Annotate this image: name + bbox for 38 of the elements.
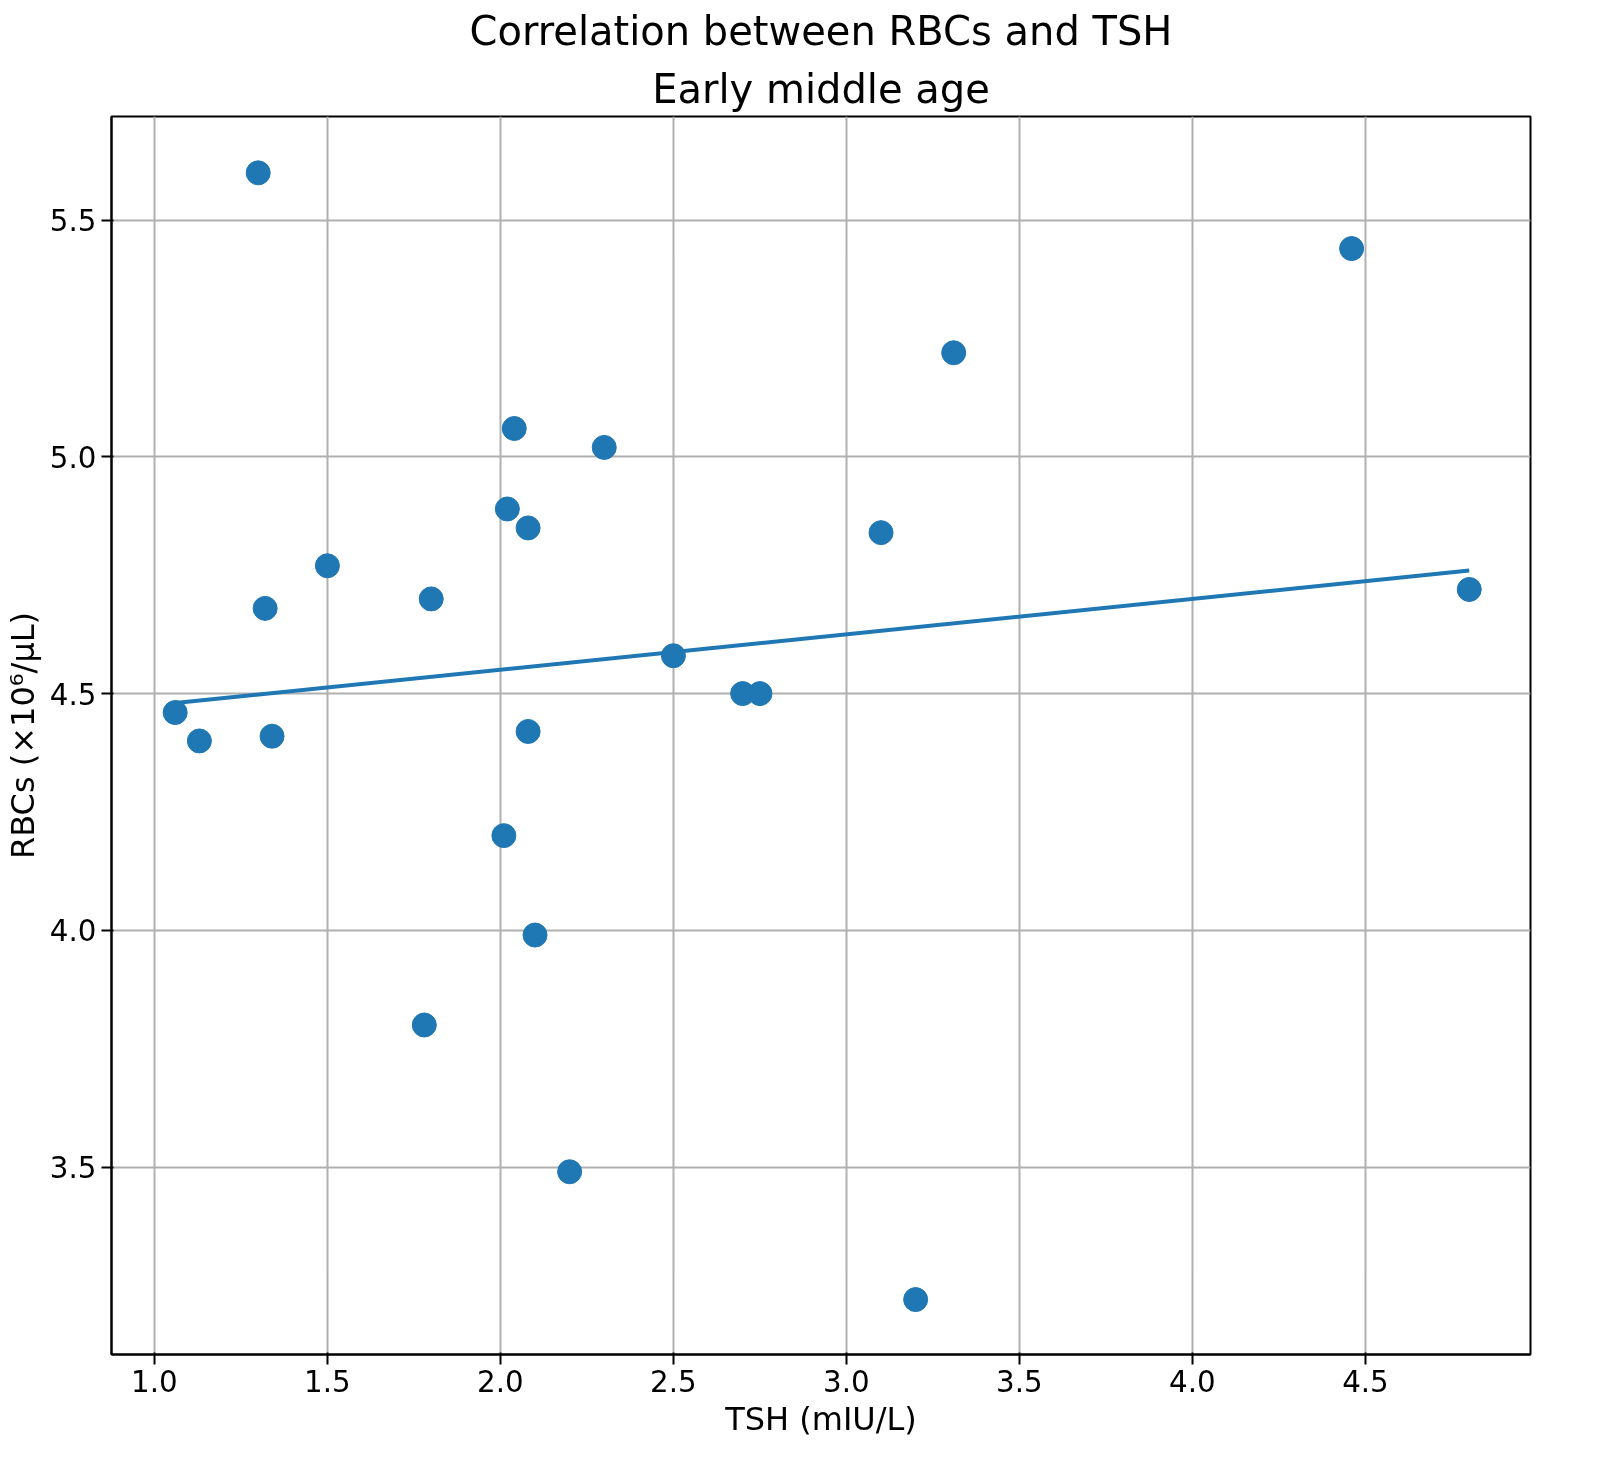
point <box>941 340 967 366</box>
x-tick-label: 3.5 <box>996 1364 1043 1399</box>
point <box>411 1012 437 1038</box>
y-tick-label: 5.0 <box>49 440 97 475</box>
x-tick-label: 2.5 <box>650 1364 697 1399</box>
point <box>252 595 278 621</box>
point <box>259 723 285 749</box>
y-axis-title: RBCs (×10⁶/µL) <box>3 611 42 860</box>
point <box>162 700 188 726</box>
point <box>245 160 271 186</box>
x-tick-label: 2.0 <box>477 1364 524 1399</box>
y-tick-label: 4.5 <box>49 677 97 712</box>
chart-subtitle: Early middle age <box>652 65 990 112</box>
x-tick-label: 4.5 <box>1342 1364 1389 1399</box>
x-tick-label: 1.5 <box>304 1364 351 1399</box>
x-tick-label: 3.0 <box>823 1364 870 1399</box>
y-tick-label: 3.5 <box>49 1151 97 1186</box>
point <box>494 496 520 522</box>
point <box>314 553 340 579</box>
point <box>501 416 527 441</box>
point <box>1456 576 1482 602</box>
point <box>557 1159 583 1185</box>
y-tick-label: 5.5 <box>49 204 97 239</box>
point <box>522 922 548 948</box>
chart-title: Correlation between RBCs and TSH <box>469 7 1173 54</box>
point <box>903 1287 929 1313</box>
point <box>515 515 541 541</box>
x-tick-label: 1.0 <box>131 1364 178 1399</box>
point <box>418 586 444 612</box>
point <box>868 520 894 546</box>
point <box>591 434 617 460</box>
x-tick-label: 4.0 <box>1169 1364 1216 1399</box>
point <box>515 719 541 744</box>
y-tick-label: 4.0 <box>49 914 97 949</box>
point <box>186 728 212 754</box>
point <box>491 823 517 849</box>
point <box>1339 236 1365 262</box>
x-axis-title: TSH (mIU/L) <box>724 1399 917 1438</box>
